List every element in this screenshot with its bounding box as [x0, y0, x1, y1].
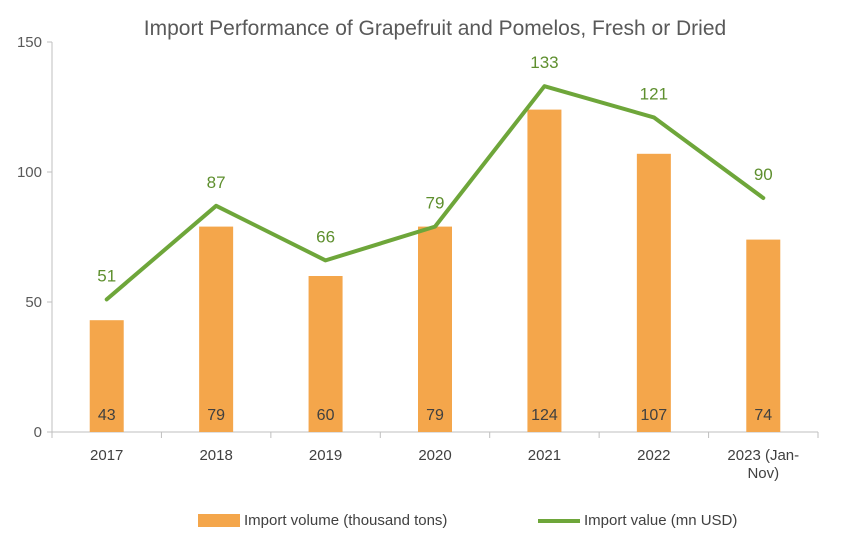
line-series-value — [104, 84, 766, 302]
y-tick-label: 150 — [17, 34, 42, 51]
y-tick-label: 100 — [17, 164, 42, 181]
bar — [746, 239, 781, 432]
bar-data-label: 74 — [754, 407, 772, 424]
x-tick-label: 2018 — [199, 447, 232, 464]
legend-label-volume: Import volume (thousand tons) — [244, 512, 448, 529]
chart-title: Import Performance of Grapefruit and Pom… — [143, 17, 727, 40]
bar — [308, 276, 343, 432]
line-data-label: 66 — [316, 227, 335, 246]
line-data-label: 90 — [754, 165, 773, 184]
line-data-label: 87 — [207, 173, 226, 192]
bar-data-label: 43 — [98, 407, 116, 424]
y-tick-label: 0 — [34, 424, 42, 441]
x-tick-label: 2023 (Jan- — [727, 447, 799, 464]
y-tick-label: 50 — [25, 294, 42, 311]
bar-data-label: 60 — [317, 407, 335, 424]
bar-data-label: 124 — [531, 407, 558, 424]
line-data-label: 51 — [97, 266, 116, 285]
legend-swatch-value — [538, 518, 580, 523]
x-tick-label: 2020 — [418, 447, 451, 464]
bar-data-label: 79 — [426, 407, 444, 424]
legend-label-value: Import value (mn USD) — [584, 512, 738, 529]
legend-item-value: Import value (mn USD) — [538, 512, 737, 529]
bar — [89, 320, 124, 432]
x-tick-label: 2021 — [528, 447, 561, 464]
bar — [636, 153, 671, 433]
x-tick-label: 2017 — [90, 447, 123, 464]
x-tick-label: 2022 — [637, 447, 670, 464]
line-data-label: 121 — [640, 84, 668, 103]
bar-data-label: 107 — [641, 407, 668, 424]
line-data-label: 79 — [426, 194, 445, 213]
bar — [527, 109, 562, 432]
bar-data-label: 79 — [207, 407, 225, 424]
legend-item-volume: Import volume (thousand tons) — [198, 512, 447, 529]
bar — [418, 226, 452, 432]
x-tick-label: 2019 — [309, 447, 342, 464]
x-tick-label: Nov) — [747, 465, 779, 482]
legend-swatch-volume — [198, 514, 240, 527]
line-data-label: 133 — [530, 53, 558, 72]
bar — [199, 226, 234, 432]
